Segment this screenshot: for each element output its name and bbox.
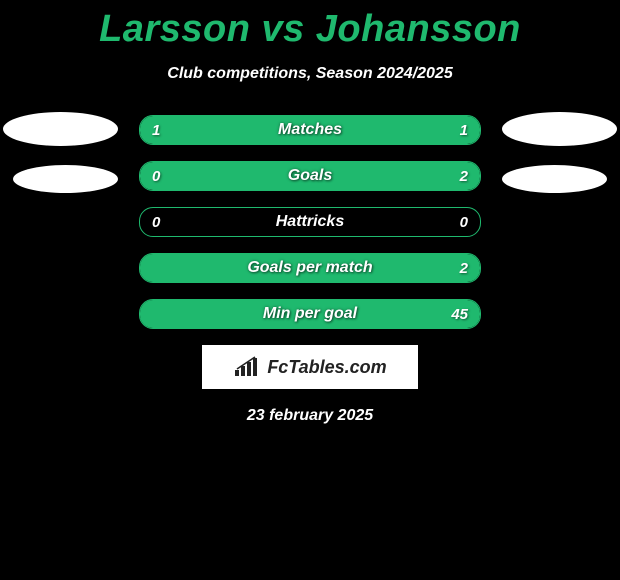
comparison-content: 11Matches02Goals00Hattricks2Goals per ma… <box>0 115 620 425</box>
player-right-oval-2 <box>502 165 607 193</box>
player-left-oval-2 <box>13 165 118 193</box>
player-left-oval-1 <box>3 112 118 146</box>
page-title: Larsson vs Johansson <box>0 0 620 51</box>
stat-row: 0 0Hattricks <box>139 207 481 237</box>
stat-row: 11Matches <box>139 115 481 145</box>
bars-icon <box>233 356 261 378</box>
stat-label: Hattricks <box>140 208 480 236</box>
stat-value-right: 2 <box>460 254 468 282</box>
subtitle: Club competitions, Season 2024/2025 <box>0 65 620 83</box>
stat-value-right: 2 <box>460 162 468 190</box>
stat-row: 02Goals <box>139 161 481 191</box>
stat-value-left: 1 <box>152 116 160 144</box>
stat-value-right: 1 <box>460 116 468 144</box>
date-text: 23 february 2025 <box>0 407 620 425</box>
player-right-oval-1 <box>502 112 617 146</box>
bar-fill-right <box>140 254 480 282</box>
bar-fill-right <box>310 116 480 144</box>
stat-value-left: 0 <box>152 162 160 190</box>
bar-fill-right <box>201 162 480 190</box>
logo-text: FcTables.com <box>267 357 386 378</box>
stat-value-right: 45 <box>451 300 468 328</box>
bar-fill-left <box>140 162 201 190</box>
stat-value-left: 0 <box>152 208 160 236</box>
bar-fill-right <box>140 300 480 328</box>
bar-fill-left <box>140 116 310 144</box>
stat-row: 45Min per goal <box>139 299 481 329</box>
fctables-logo: FcTables.com <box>202 345 418 389</box>
stat-row: 2Goals per match <box>139 253 481 283</box>
stat-bars: 11Matches02Goals00Hattricks2Goals per ma… <box>139 115 481 329</box>
stat-value-right: 0 <box>460 208 468 236</box>
